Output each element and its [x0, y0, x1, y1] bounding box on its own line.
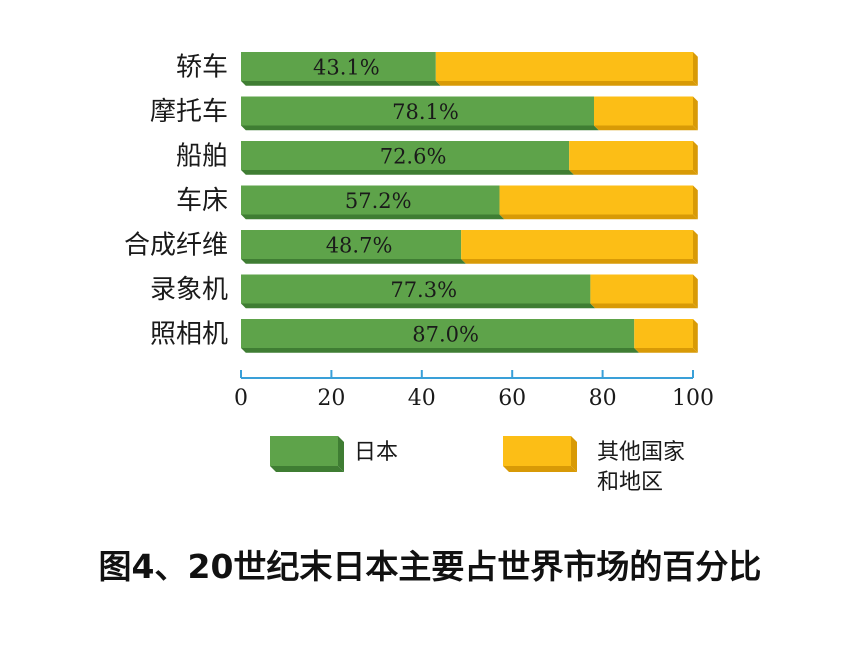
bar-other: [634, 319, 693, 348]
bar-shadow-japan: [241, 170, 574, 175]
bar-shadow-japan: [241, 214, 505, 220]
bar-shadow-other: [435, 81, 698, 86]
bar-side-other: [693, 52, 698, 86]
data-label: 48.7%: [326, 234, 393, 258]
category-label: 录象机: [150, 275, 228, 305]
bar-shadow-other: [569, 170, 698, 175]
bar-shadow-japan: [241, 81, 441, 86]
bar-japan: [241, 319, 635, 348]
bar-shadow-japan: [241, 303, 596, 309]
bar-japan: [241, 274, 591, 304]
legend-swatch-other: [503, 436, 571, 466]
legend-swatch-shadow-japan: [270, 466, 344, 472]
legend-label-japan: 日本: [354, 440, 398, 465]
data-label: 77.3%: [390, 278, 457, 302]
data-label: 78.1%: [392, 100, 459, 124]
bar-side-other: [693, 185, 698, 220]
bar-side-other: [693, 319, 698, 353]
data-label: 43.1%: [313, 56, 380, 80]
x-tick-label: 0: [234, 386, 248, 411]
legend-label-other-line1: 其他国家: [597, 440, 685, 465]
bar-side-other: [693, 96, 698, 131]
category-label: 照相机: [150, 320, 228, 350]
legend-swatch-japan: [270, 436, 338, 466]
bar-other: [569, 141, 693, 170]
category-label: 合成纤维: [124, 231, 228, 261]
x-tick-label: 60: [498, 386, 526, 411]
bar-shadow-japan: [241, 125, 599, 131]
category-label: 摩托车: [150, 97, 228, 127]
bar-other: [594, 96, 693, 126]
bar-japan: [241, 52, 436, 81]
category-label: 船舶: [176, 142, 228, 172]
bar-japan: [241, 96, 595, 126]
bar-shadow-other: [590, 303, 698, 309]
bar-other: [590, 274, 693, 304]
x-tick-label: 100: [672, 386, 714, 411]
bar-other: [435, 52, 693, 81]
legend-swatch-shadow-other: [503, 466, 577, 472]
data-label: 57.2%: [345, 189, 412, 213]
bar-japan: [241, 141, 570, 170]
bar-other: [461, 230, 693, 259]
bar-shadow-other: [499, 214, 698, 220]
bar-shadow-japan: [241, 259, 466, 264]
bar-side-other: [693, 274, 698, 309]
category-label: 车床: [176, 186, 228, 216]
x-tick-label: 80: [589, 386, 617, 411]
bar-shadow-japan: [241, 348, 640, 353]
bar-japan: [241, 185, 500, 215]
legend-label-other-line2: 和地区: [597, 470, 663, 495]
bar-side-other: [693, 141, 698, 175]
bar-side-other: [693, 230, 698, 264]
bar-shadow-other: [461, 259, 698, 264]
bar-shadow-other: [594, 125, 698, 131]
x-tick-label: 20: [317, 386, 345, 411]
data-label: 87.0%: [412, 323, 479, 347]
stacked-bar-chart: 轿车 43.1% 摩托车 78.1% 船舶 72.6% 车床 57.2% 合成纤维 48.7% 录象…: [124, 52, 714, 495]
bar-japan: [241, 230, 462, 259]
bar-other: [499, 185, 693, 215]
category-label: 轿车: [176, 53, 228, 83]
figure-caption: 图4、20世纪末日本主要占世界市场的百分比: [98, 547, 762, 586]
bar-shadow-other: [634, 348, 698, 353]
legend-swatch-side-japan: [338, 436, 344, 472]
data-label: 72.6%: [380, 145, 447, 169]
x-tick-label: 40: [408, 386, 436, 411]
legend-swatch-side-other: [571, 436, 577, 472]
